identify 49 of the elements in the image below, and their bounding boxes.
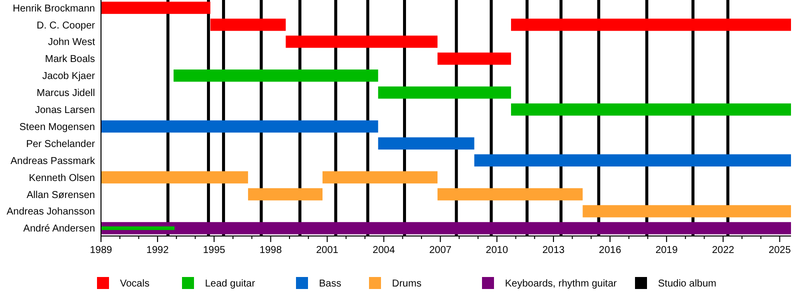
y-tick-label: Marcus Jidell (36, 88, 95, 100)
y-tick-label: Steen Mogensen (19, 122, 95, 133)
x-tick-label: 2022 (712, 245, 735, 256)
y-tick-label: Andreas Johansson (6, 206, 95, 218)
x-tick-label: 1998 (260, 245, 282, 256)
y-tick-label: John West (48, 37, 96, 48)
y-tick-label: Henrik Brockmann (12, 3, 95, 14)
legend-label: Keyboards, rhythm guitar (505, 278, 618, 290)
bar (101, 171, 248, 184)
x-tick-label: 2025 (768, 245, 792, 256)
bar (511, 18, 791, 31)
bar (474, 154, 791, 166)
legend-label: Lead guitar (205, 278, 256, 290)
bar (438, 188, 583, 200)
bar (438, 52, 512, 65)
x-tick-label: 2001 (316, 245, 339, 256)
bar (101, 2, 210, 14)
y-tick-label: Jonas Larsen (34, 105, 95, 116)
x-tick-label: 1992 (146, 245, 170, 256)
bar (582, 205, 791, 218)
y-tick-label: D. C. Cooper (36, 20, 96, 32)
x-tick-label: 2010 (486, 245, 508, 256)
bar (322, 171, 438, 184)
bar (210, 18, 286, 31)
bar (248, 188, 323, 200)
bar (174, 70, 378, 82)
x-tick-label: 1995 (202, 245, 226, 256)
y-tick-label: André Andersen (23, 224, 95, 235)
y-tick-label: Andreas Passmark (10, 156, 96, 167)
bar (378, 137, 474, 150)
x-tick-label: 2004 (372, 245, 396, 256)
x-tick-label: 2016 (598, 245, 622, 256)
bar (378, 86, 512, 99)
bar (286, 36, 438, 48)
legend-label: Studio album (658, 278, 716, 290)
x-tick-label: 2019 (655, 245, 678, 256)
x-tick-label: 2013 (542, 245, 566, 256)
x-tick-label: 2007 (429, 245, 452, 256)
bar (101, 120, 378, 133)
y-tick-label: Per Schelander (26, 138, 96, 150)
y-tick-label: Mark Boals (44, 54, 95, 66)
legend-label: Bass (319, 278, 342, 290)
bar (511, 103, 791, 116)
y-tick-label: Jacob Kjaer (42, 71, 96, 82)
legend-label: Drums (392, 278, 422, 290)
y-tick-label: Allan Sørensen (26, 190, 95, 201)
legend-label: Vocals (120, 278, 150, 290)
y-tick-label: Kenneth Olsen (28, 172, 95, 184)
x-tick-label: 1989 (90, 245, 113, 256)
